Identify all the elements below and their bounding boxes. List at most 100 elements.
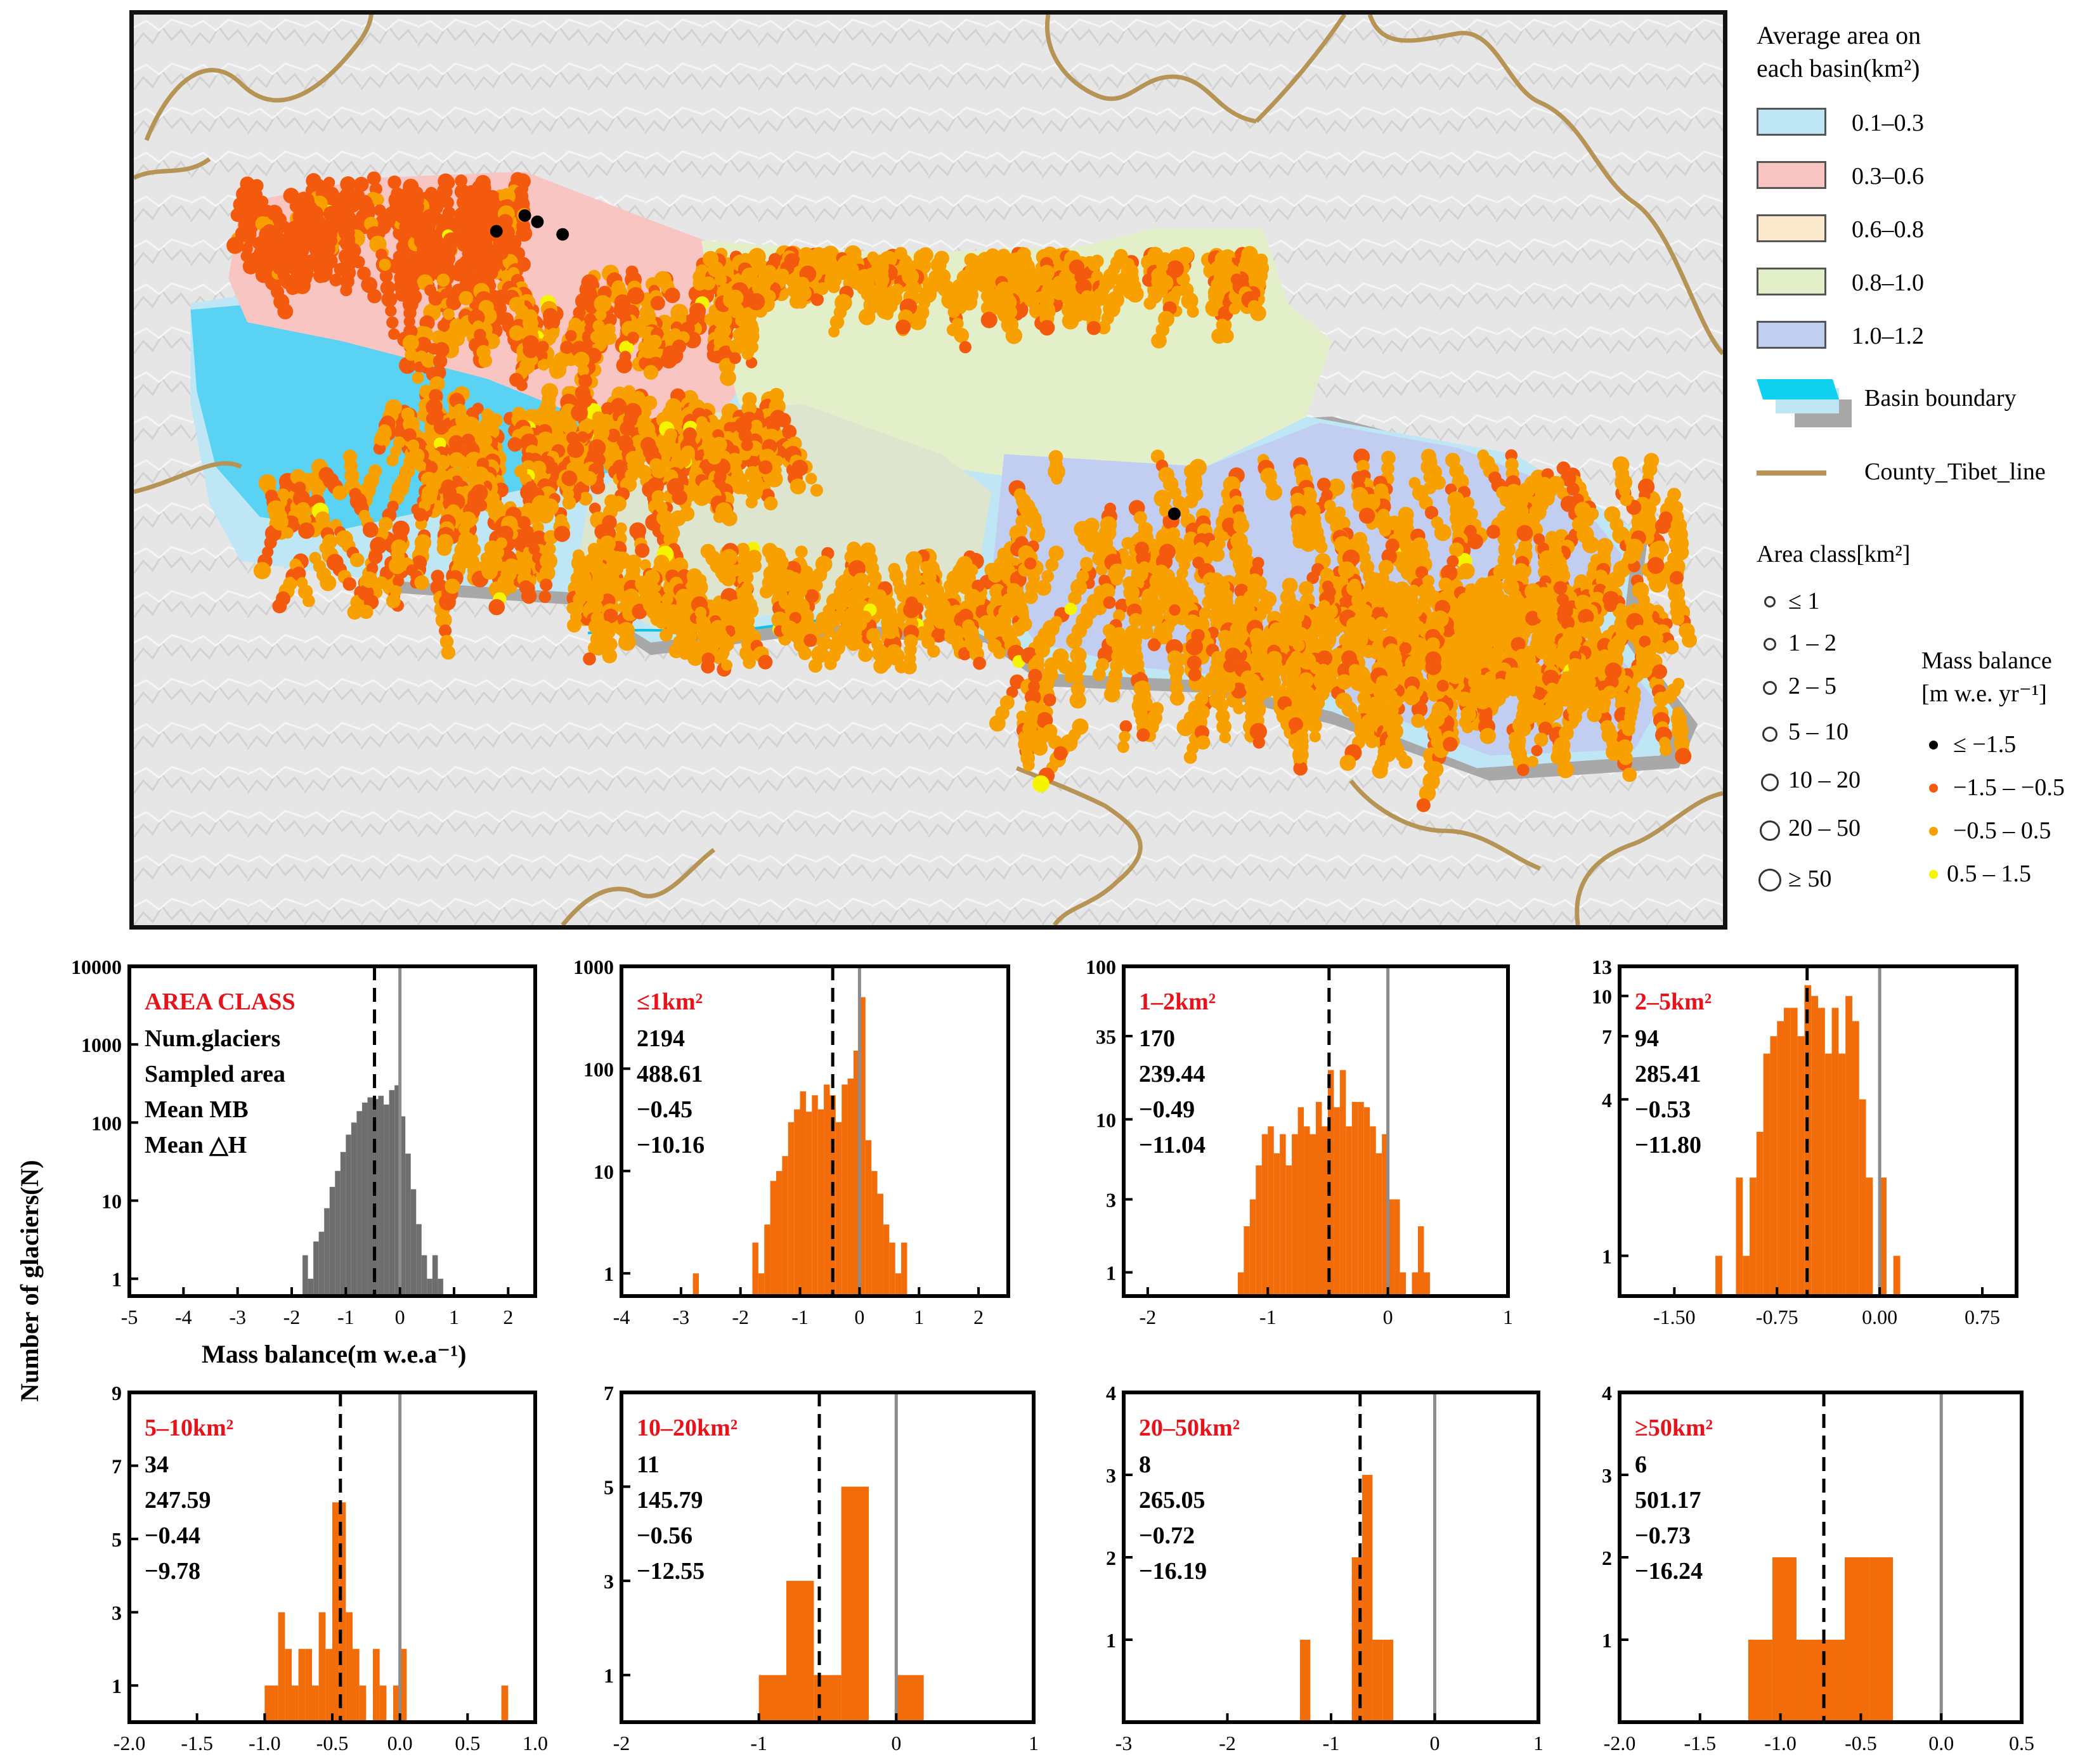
glacier-point [689, 302, 706, 320]
glacier-point [1458, 562, 1475, 580]
glacier-point [357, 266, 371, 281]
glacier-point [707, 450, 722, 465]
glacier-point [338, 249, 354, 264]
glacier-point [720, 370, 736, 386]
glacier-point [989, 715, 1006, 732]
glacier-point [1339, 755, 1356, 771]
glacier-point [1145, 593, 1159, 607]
glacier-point [1121, 537, 1134, 550]
glacier-point [650, 295, 665, 311]
glacier-point [1002, 315, 1016, 329]
glacier-point [315, 265, 332, 283]
glacier-point [721, 659, 733, 671]
glacier-point [353, 176, 369, 192]
glacier-point [791, 460, 809, 477]
glacier-point [666, 347, 684, 365]
glacier-point [434, 342, 450, 358]
glacier-point [561, 418, 578, 434]
glacier-point [393, 575, 405, 587]
glacier-point [226, 237, 244, 254]
glacier-point [1682, 632, 1698, 648]
glacier-point [665, 287, 680, 304]
glacier-point [729, 338, 746, 354]
glacier-point [803, 633, 817, 647]
glacier-point [537, 358, 550, 371]
glacier-point [741, 439, 753, 451]
glacier-point [1443, 737, 1458, 752]
glacier-point [646, 606, 660, 619]
glacier-point [1315, 540, 1328, 554]
glacier-point [973, 656, 987, 670]
glacier-point [367, 171, 381, 186]
glacier-point [729, 352, 741, 365]
glacier-point [954, 328, 970, 343]
county-lines [134, 15, 1723, 925]
glacier-point [340, 176, 356, 193]
glacier-point [1169, 604, 1181, 616]
glacier-point [573, 306, 586, 320]
glacier-point [476, 256, 488, 268]
glacier-point [385, 305, 397, 317]
glacier-point [457, 218, 470, 231]
glacier-point [1051, 473, 1063, 485]
glacier-point [681, 445, 695, 460]
glacier-point [1379, 524, 1391, 537]
glacier-point [643, 365, 659, 380]
glacier-point [272, 599, 287, 614]
glacier-point [828, 326, 840, 338]
glacier-point [1032, 775, 1050, 793]
glacier-point [458, 523, 470, 535]
glacier-point [795, 545, 808, 559]
glacier-point [488, 599, 505, 616]
glacier-point [389, 557, 406, 574]
glacier-point [538, 590, 552, 603]
glacier-point [443, 218, 455, 230]
glacier-point [1066, 632, 1082, 649]
glacier-point [1091, 296, 1103, 308]
glacier-point [349, 552, 365, 567]
glacier-point [403, 324, 418, 339]
glacier-point [429, 376, 445, 392]
glacier-point [320, 241, 335, 257]
glacier-point [386, 316, 399, 329]
glacier-point [340, 238, 353, 251]
glacier-point [567, 441, 585, 458]
glacier-point [1247, 300, 1261, 313]
glacier-point [1138, 625, 1153, 640]
glacier-point [540, 399, 556, 415]
glacier-point [1292, 750, 1306, 764]
glacier-point [277, 303, 294, 320]
glacier-point [510, 172, 525, 186]
glacier-point [927, 644, 940, 658]
glacier-point [1398, 755, 1413, 769]
glacier-point [746, 483, 764, 501]
glacier-point [646, 343, 659, 356]
glacier-point [235, 226, 250, 242]
glacier-point [606, 429, 621, 443]
glacier-point [947, 288, 961, 302]
glacier-point [343, 211, 356, 225]
glacier-point [741, 581, 753, 594]
glacier-point [283, 188, 299, 204]
glacier-point [1499, 493, 1514, 507]
glacier-point [439, 593, 456, 611]
glacier-point [724, 422, 736, 434]
glacier-point [745, 496, 758, 509]
glacier-point [1169, 691, 1185, 706]
glacier-point [320, 220, 332, 232]
glacier-point [342, 577, 356, 591]
glacier-point [582, 470, 597, 486]
glacier-point [651, 490, 665, 504]
glacier-point [1517, 482, 1534, 499]
glacier-point [339, 262, 352, 275]
glacier-point [340, 284, 353, 297]
glacier-point [828, 281, 840, 294]
glacier-point [436, 541, 452, 556]
glacier-point [732, 481, 746, 495]
glacier-point [1606, 743, 1623, 761]
glacier-point [714, 326, 726, 338]
glacier-point [679, 648, 691, 660]
glacier-point [575, 292, 592, 310]
glacier-point [242, 258, 259, 275]
glacier-point [1086, 321, 1101, 335]
